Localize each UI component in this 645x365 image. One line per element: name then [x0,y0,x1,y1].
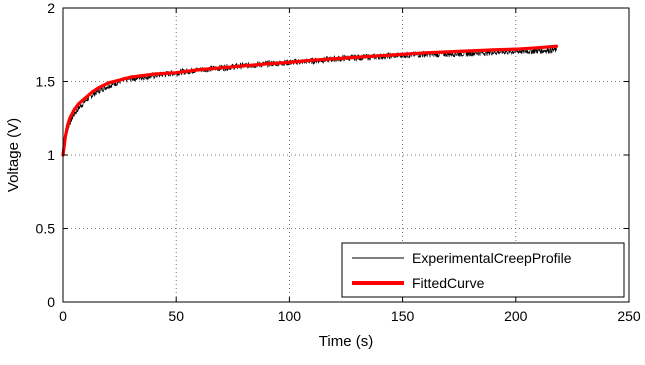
x-tick-label: 150 [391,308,415,324]
legend-label-fitted: FittedCurve [412,275,485,291]
x-tick-label: 0 [59,308,67,324]
x-tick-label: 50 [168,308,184,324]
x-tick-label: 250 [617,308,641,324]
x-axis-label: Time (s) [319,333,373,350]
x-tick-label: 100 [278,308,302,324]
ticks [62,7,630,303]
y-tick-label: 0.5 [36,221,56,237]
legend-box [341,242,625,298]
series-layer [61,44,559,157]
y-tick-label: 2 [47,0,55,16]
y-tick-label: 0 [47,294,55,310]
x-tick-label: 200 [504,308,528,324]
y-tick-label: 1 [47,147,55,163]
tick-labels: 0 50 100 150 200 250 0 0.5 1 1.5 2 [36,0,641,324]
legend: ExperimentalCreepProfile FittedCurve [341,242,625,298]
legend-label-experimental: ExperimentalCreepProfile [412,250,572,266]
series-line-fitted [61,44,559,157]
y-axis-label: Voltage (V) [5,118,22,192]
y-tick-label: 1.5 [36,74,56,90]
